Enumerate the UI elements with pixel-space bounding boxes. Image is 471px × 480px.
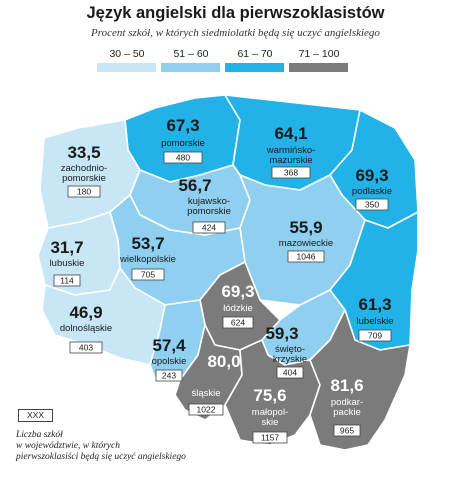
schools-box-podlaskie	[355, 198, 389, 211]
name-mazowieckie: mazowieckie	[279, 238, 333, 249]
legend-swatch-2	[161, 63, 220, 72]
name-warminsko-2: mazurskie	[269, 155, 312, 166]
region-podkarpackie[interactable]	[309, 309, 411, 451]
legend-label-1: 30 – 50	[109, 48, 145, 60]
value-opolskie: 57,4	[152, 336, 186, 355]
schools-warminsko: 368	[284, 168, 298, 178]
value-wielkopolskie: 53,7	[131, 234, 164, 253]
name-podkarpackie-2: packie	[333, 407, 360, 418]
name-swietokrzyskie-1: święto-	[275, 344, 305, 355]
schools-lodzkie: 624	[231, 318, 245, 328]
name-dolnoslaskie: dolnośląskie	[60, 323, 112, 334]
schools-box-lodzkie	[222, 316, 254, 329]
note-sample-box: XXX	[18, 409, 53, 422]
value-podlaskie: 69,3	[355, 166, 388, 185]
schools-box-swietokrzyskie	[276, 366, 304, 379]
name-swietokrzyskie-2: krzyskie	[273, 354, 307, 365]
name-kujawsko-2: pomorskie	[187, 206, 231, 217]
schools-box-kujawsko	[192, 221, 226, 234]
value-slaskie: 80,0	[207, 352, 240, 371]
name-lodzkie: łódzkie	[223, 303, 253, 314]
legend-swatch-3	[225, 63, 284, 72]
value-lodzkie: 69,3	[221, 282, 254, 301]
name-zachodnio-2: pomorskie	[62, 173, 106, 184]
schools-podlaskie: 350	[365, 200, 379, 210]
legend-swatch-1	[97, 63, 156, 72]
name-pomorskie: pomorskie	[161, 138, 205, 149]
value-kujawsko: 56,7	[178, 176, 211, 195]
name-wielkopolskie: wielkopolskie	[119, 254, 176, 265]
name-malopolskie-1: małopol-	[252, 407, 288, 418]
name-malopolskie-2: skie	[262, 417, 279, 428]
schools-box-pomorskie	[163, 151, 203, 164]
name-kujawsko-1: kujawsko-	[188, 196, 230, 207]
legend-label-3: 61 – 70	[237, 48, 273, 60]
page-title: Język angielski dla pierwszoklasistów	[86, 4, 385, 22]
name-podlaskie: podlaskie	[352, 186, 392, 197]
name-slaskie: śląskie	[191, 388, 220, 399]
schools-slaskie: 1022	[197, 405, 216, 415]
schools-podkarpackie: 965	[340, 426, 354, 436]
legend-swatch-4	[289, 63, 348, 72]
schools-box-podkarpackie	[333, 424, 361, 437]
schools-opolskie: 243	[162, 371, 176, 381]
schools-lubuskie: 114	[60, 276, 74, 286]
name-lubuskie: lubuskie	[50, 258, 85, 269]
schools-box-opolskie	[155, 369, 183, 382]
schools-box-lubelskie	[358, 329, 392, 342]
value-mazowieckie: 55,9	[289, 218, 322, 237]
name-warminsko-1: warmińsko-	[266, 145, 316, 156]
value-warminsko: 64,1	[274, 124, 307, 143]
schools-box-wielkopolskie	[131, 268, 165, 281]
value-swietokrzyskie: 59,3	[265, 324, 298, 343]
value-malopolskie: 75,6	[253, 386, 286, 405]
legend-label-4: 71 – 100	[298, 48, 340, 60]
schools-zachodnio: 180	[77, 187, 91, 197]
value-dolnoslaskie: 46,9	[69, 303, 102, 322]
schools-mazowieckie: 1046	[297, 252, 316, 262]
schools-box-zachodnio	[67, 185, 101, 198]
schools-malopolskie: 1157	[261, 433, 280, 443]
schools-swietokrzyskie: 404	[283, 368, 297, 378]
schools-lubelskie: 709	[368, 331, 382, 341]
schools-pomorskie: 480	[176, 153, 190, 163]
value-zachodnio: 33,5	[67, 143, 100, 162]
schools-box-warminsko	[271, 166, 311, 179]
schools-kujawsko: 424	[202, 223, 216, 233]
page-subtitle: Procent szkół, w których siedmiolatki bę…	[91, 27, 380, 39]
name-podkarpackie-1: podkar-	[331, 397, 363, 408]
schools-box-slaskie	[188, 403, 224, 416]
name-opolskie: opolskie	[152, 356, 187, 367]
legend-label-2: 51 – 60	[173, 48, 209, 60]
value-lubelskie: 61,3	[358, 295, 391, 314]
value-pomorskie: 67,3	[166, 116, 199, 135]
schools-box-mazowieckie	[287, 250, 325, 263]
schools-box-dolnoslaskie	[69, 341, 103, 354]
name-lubelskie: lubelskie	[357, 316, 394, 327]
value-lubuskie: 31,7	[50, 238, 83, 257]
name-zachodnio-1: zachodnio-	[61, 163, 107, 174]
schools-dolnoslaskie: 403	[79, 343, 93, 353]
schools-box-malopolskie	[252, 431, 288, 444]
value-podkarpackie: 81,6	[330, 376, 363, 395]
schools-box-lubuskie	[53, 274, 81, 287]
schools-wielkopolskie: 705	[141, 270, 155, 280]
note-text: Liczba szkół w województwie, w których p…	[16, 430, 186, 462]
